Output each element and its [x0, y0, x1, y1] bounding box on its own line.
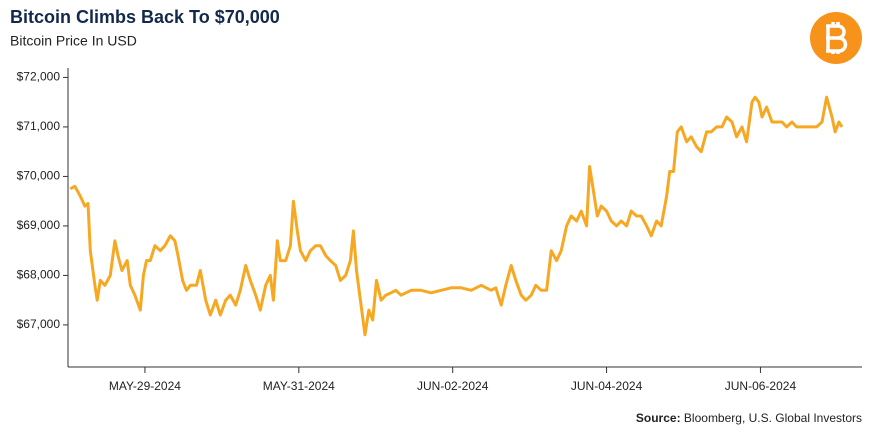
y-tick-label: $67,000: [17, 317, 61, 331]
y-tick-label: $69,000: [17, 218, 61, 232]
x-tick-label: JUN-04-2024: [571, 379, 643, 393]
y-tick-label: $72,000: [17, 70, 61, 84]
chart-title: Bitcoin Climbs Back To $70,000: [10, 7, 280, 27]
x-tick-label: MAY-29-2024: [109, 379, 181, 393]
source: Source: Bloomberg, U.S. Global Investors: [636, 411, 862, 425]
price-line: [69, 95, 844, 337]
source-text: Bloomberg, U.S. Global Investors: [684, 411, 862, 425]
bitcoin-logo: [810, 12, 862, 64]
chart-subtitle: Bitcoin Price In USD: [10, 33, 137, 49]
x-tick-label: JUN-06-2024: [725, 379, 797, 393]
x-tick-label: JUN-02-2024: [417, 379, 489, 393]
y-tick-label: $71,000: [17, 119, 61, 133]
y-tick-label: $70,000: [17, 169, 61, 183]
y-tick-label: $68,000: [17, 268, 61, 282]
x-tick-label: MAY-31-2024: [263, 379, 335, 393]
source-label: Source:: [636, 411, 681, 425]
